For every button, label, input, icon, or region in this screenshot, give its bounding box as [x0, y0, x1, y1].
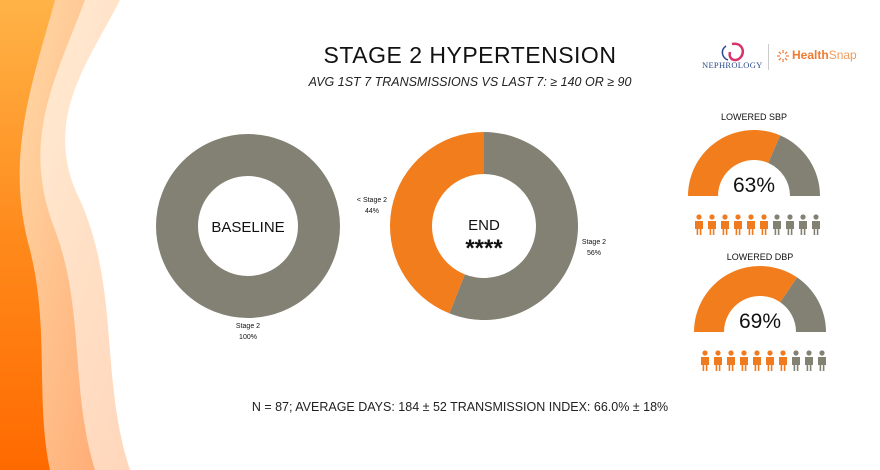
healthsnap-logo: HealthSnap: [776, 46, 866, 68]
person-icon: [760, 214, 768, 235]
gauge-rest-dbp: [780, 277, 826, 332]
person-icon: [727, 350, 735, 371]
sunburst-icon: [777, 50, 789, 62]
end-slice-below-stage2: [390, 132, 484, 314]
gauge-rest-sbp: [768, 135, 820, 196]
baseline-slice-value: 100%: [239, 334, 257, 341]
gauge-fill-dbp: [694, 266, 798, 332]
person-icon: [818, 350, 826, 371]
end-slice-value-below: 44%: [365, 208, 379, 215]
gauge-value-sbp: 63%: [733, 174, 775, 197]
end-slice-value-stage2: 56%: [587, 250, 601, 257]
baseline-slice-label: Stage 2: [236, 323, 260, 330]
end-slice-label-below: < Stage 2: [357, 197, 387, 204]
person-icon: [708, 214, 716, 235]
gauge-title-sbp: LOWERED SBP: [721, 112, 787, 122]
gauge-title-dbp: LOWERED DBP: [727, 252, 794, 262]
person-icon: [805, 350, 813, 371]
person-icon: [714, 350, 722, 371]
healthsnap-logo-text: HealthSnap: [792, 48, 857, 62]
person-icon: [812, 214, 820, 235]
person-icon: [773, 214, 781, 235]
person-icon: [701, 350, 709, 371]
baseline-slice-stage2: [156, 134, 340, 318]
swoosh-front: [0, 0, 55, 470]
end-slice-label-stage2: Stage 2: [582, 239, 606, 246]
person-icon: [734, 214, 742, 235]
end-center-sublabel: ****: [465, 235, 503, 262]
person-icon: [740, 350, 748, 371]
person-icon: [786, 214, 794, 235]
footer-stats: N = 87; AVERAGE DAYS: 184 ± 52 TRANSMISS…: [251, 400, 669, 414]
page-title: STAGE 2 HYPERTENSION: [323, 42, 617, 68]
person-icon: [721, 214, 729, 235]
person-icon: [779, 350, 787, 371]
person-icon: [792, 350, 800, 371]
partner-logo-text: NEPHROLOGY: [702, 60, 763, 70]
page-subtitle: AVG 1ST 7 TRANSMISSIONS VS LAST 7: ≥ 140…: [308, 75, 632, 89]
logos: NEPHROLOGY HealthSnap: [700, 38, 870, 80]
gauge-fill-sbp: [688, 130, 781, 196]
person-icon: [753, 350, 761, 371]
kidney-logo-icon: [721, 42, 744, 62]
gauge-value-dbp: 69%: [739, 310, 781, 333]
person-icon: [799, 214, 807, 235]
person-icon: [766, 350, 774, 371]
person-icon: [747, 214, 755, 235]
person-icon: [695, 214, 703, 235]
end-slice-stage2: [449, 132, 579, 320]
logo-divider: [768, 44, 769, 70]
baseline-center-label: BASELINE: [211, 219, 284, 236]
end-center-label: END: [468, 217, 500, 234]
